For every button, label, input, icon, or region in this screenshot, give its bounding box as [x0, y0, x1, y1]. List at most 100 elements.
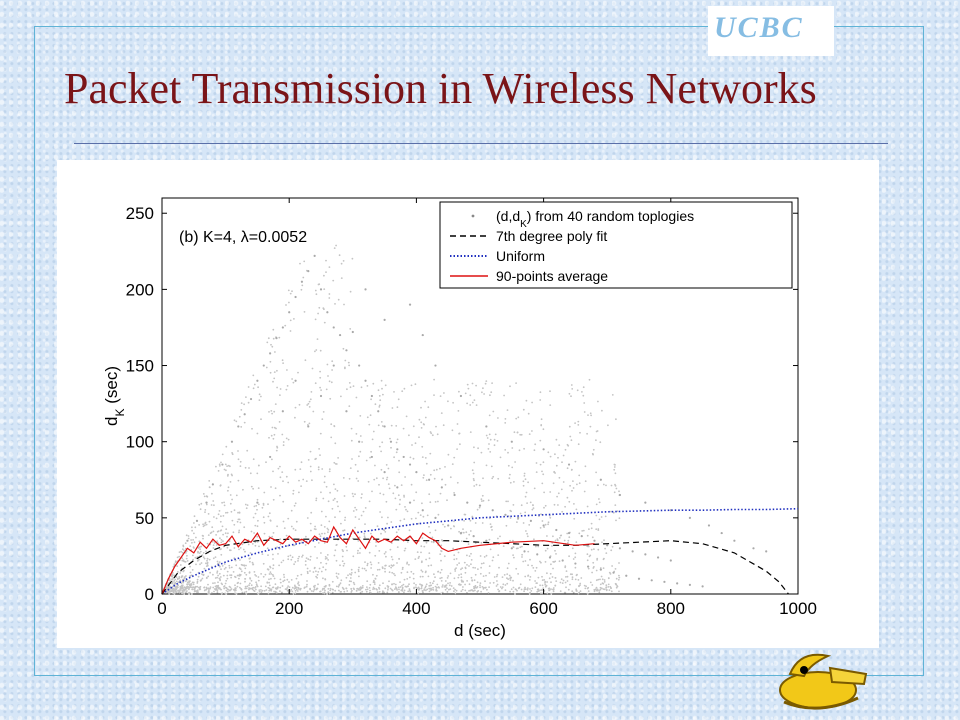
- scatter-point: [458, 530, 460, 533]
- scatter-point: [688, 516, 691, 519]
- scatter-point: [279, 578, 282, 581]
- scatter-point: [207, 513, 210, 515]
- scatter-point: [239, 547, 242, 549]
- scatter-point: [327, 591, 330, 593]
- scatter-point: [491, 477, 494, 480]
- legend-marker-scatter: [471, 214, 475, 218]
- scatter-point: [349, 386, 352, 389]
- scatter-point: [410, 483, 413, 486]
- scatter-point: [462, 586, 464, 588]
- scatter-point: [331, 369, 333, 371]
- scatter-point: [332, 279, 335, 282]
- scatter-point: [176, 586, 179, 588]
- scatter-point: [179, 572, 182, 574]
- scatter-point: [460, 590, 463, 592]
- scatter-point: [522, 480, 525, 483]
- scatter-point: [421, 570, 424, 573]
- scatter-point: [593, 590, 596, 593]
- scatter-point: [342, 587, 345, 590]
- scatter-point: [265, 366, 268, 369]
- scatter-point: [352, 581, 355, 584]
- scatter-point: [398, 471, 401, 474]
- scatter-point: [233, 547, 236, 549]
- scatter-point: [341, 560, 344, 563]
- scatter-point: [460, 576, 463, 579]
- scatter-point: [213, 542, 216, 544]
- scatter-point: [292, 492, 295, 495]
- scatter-point: [196, 578, 199, 581]
- scatter-point: [317, 542, 320, 544]
- scatter-point: [506, 409, 509, 411]
- x-tick-label: 1000: [779, 599, 817, 618]
- scatter-point: [553, 503, 556, 506]
- scatter-point: [205, 550, 207, 553]
- scatter-point: [405, 586, 408, 588]
- scatter-point: [605, 552, 608, 554]
- scatter-point: [579, 431, 581, 434]
- scatter-point: [307, 270, 310, 273]
- scatter-point: [177, 581, 180, 584]
- scatter-point: [196, 585, 199, 588]
- scatter-point: [276, 525, 278, 528]
- scatter-point: [543, 491, 545, 494]
- scatter-point: [548, 556, 552, 559]
- scatter-point: [554, 453, 556, 456]
- scatter-point: [610, 510, 612, 513]
- scatter-point: [473, 461, 476, 464]
- scatter-point: [493, 438, 496, 441]
- scatter-point: [406, 578, 409, 580]
- scatter-point: [326, 557, 328, 559]
- scatter-point: [573, 503, 575, 505]
- scatter-point: [404, 547, 407, 550]
- scatter-point: [448, 588, 450, 591]
- scatter-point: [588, 528, 590, 530]
- scatter-point: [350, 568, 353, 571]
- scatter-point: [566, 575, 569, 578]
- scatter-point: [206, 563, 209, 565]
- scatter-point: [285, 437, 288, 440]
- scatter-point: [176, 565, 179, 567]
- scatter-point: [480, 451, 483, 454]
- scatter-point: [387, 516, 389, 519]
- scatter-point: [491, 509, 494, 512]
- scatter-point: [244, 550, 246, 553]
- scatter-point: [222, 515, 225, 517]
- scatter-point: [343, 529, 346, 532]
- scatter-point: [288, 581, 290, 583]
- scatter-point: [190, 539, 193, 541]
- scatter-point: [343, 303, 345, 306]
- scatter-point: [386, 585, 389, 587]
- scatter-point: [524, 495, 527, 498]
- scatter-point: [205, 577, 208, 579]
- scatter-point: [528, 524, 531, 526]
- scatter-point: [543, 526, 545, 528]
- scatter-point: [435, 588, 438, 591]
- scatter-point: [283, 527, 286, 529]
- scatter-point: [381, 591, 384, 594]
- scatter-point: [274, 351, 276, 353]
- scatter-point: [604, 515, 607, 518]
- scatter-point: [573, 517, 576, 520]
- scatter-point: [512, 504, 515, 506]
- scatter-point: [378, 584, 381, 587]
- scatter-point: [412, 425, 415, 428]
- scatter-point: [555, 464, 558, 467]
- scatter-point: [567, 463, 571, 466]
- scatter-point: [195, 519, 199, 522]
- scatter-point: [358, 536, 361, 539]
- scatter-point: [533, 538, 535, 541]
- scatter-point: [239, 521, 242, 524]
- scatter-point: [175, 585, 177, 588]
- scatter-point: [625, 574, 628, 577]
- scatter-point: [522, 560, 525, 563]
- scatter-point: [557, 504, 559, 506]
- scatter-point: [179, 564, 182, 566]
- scatter-point: [324, 558, 327, 560]
- scatter-point: [204, 521, 207, 524]
- scatter-point: [205, 586, 208, 589]
- scatter-point: [574, 556, 577, 559]
- scatter-point: [378, 568, 381, 571]
- scatter-point: [576, 483, 578, 486]
- scatter-point: [264, 585, 267, 588]
- scatter-point: [396, 448, 399, 451]
